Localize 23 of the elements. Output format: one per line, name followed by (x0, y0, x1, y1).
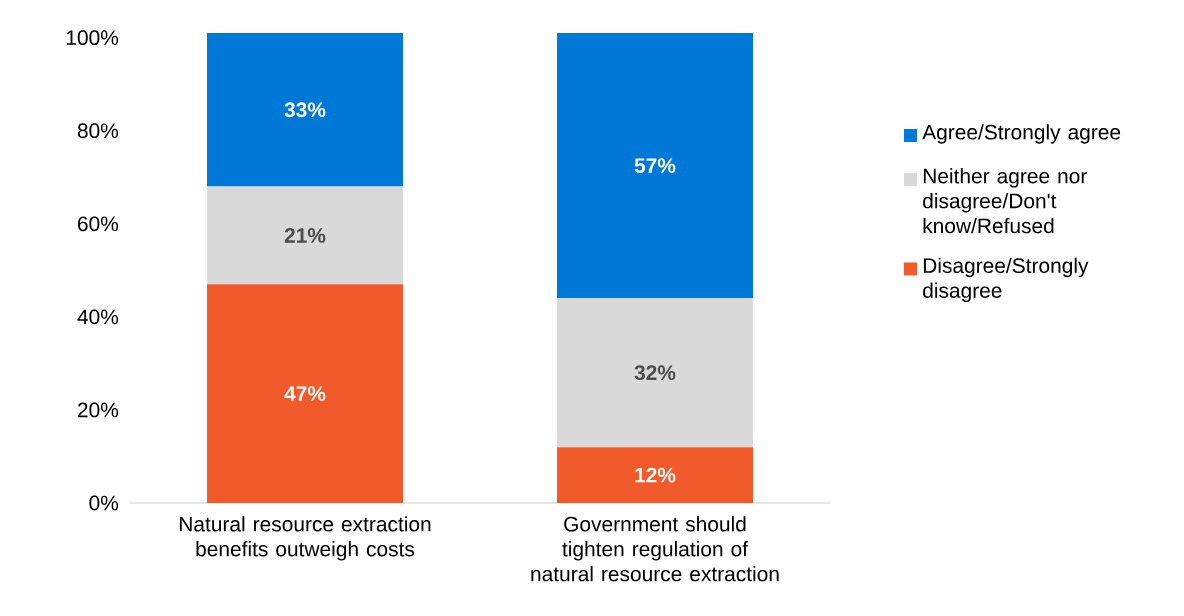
x-tick-label: Natural resource extraction benefits outweigh costs (179, 516, 431, 561)
bar (557, 33, 754, 299)
y-tick-label: 80% (77, 123, 119, 139)
bar (207, 33, 403, 187)
data-label: 21% (284, 228, 326, 243)
y-tick-label: 0% (89, 495, 119, 511)
bar (557, 298, 754, 448)
bar (207, 186, 403, 285)
bar (207, 284, 403, 503)
y-tick-label: 100% (66, 30, 119, 46)
x-tick-label: Government should tighten regulation of natural resource extraction (531, 516, 779, 582)
legend-label: Disagree/Strongly disagree (923, 257, 1089, 303)
data-label: 12% (635, 467, 676, 483)
bar (557, 447, 754, 503)
data-label: 33% (284, 102, 326, 118)
data-label: 32% (634, 365, 676, 381)
data-label: 47% (284, 386, 326, 401)
y-tick-label: 40% (77, 309, 119, 325)
y-tick-label: 20% (78, 402, 119, 418)
data-label: 57% (634, 158, 676, 173)
legend-label: Agree/Strongly agree (922, 124, 1121, 144)
legend-label: Neither agree nor disagree/Don't know/Refused (923, 168, 1087, 234)
y-tick-label: 60% (78, 216, 119, 232)
